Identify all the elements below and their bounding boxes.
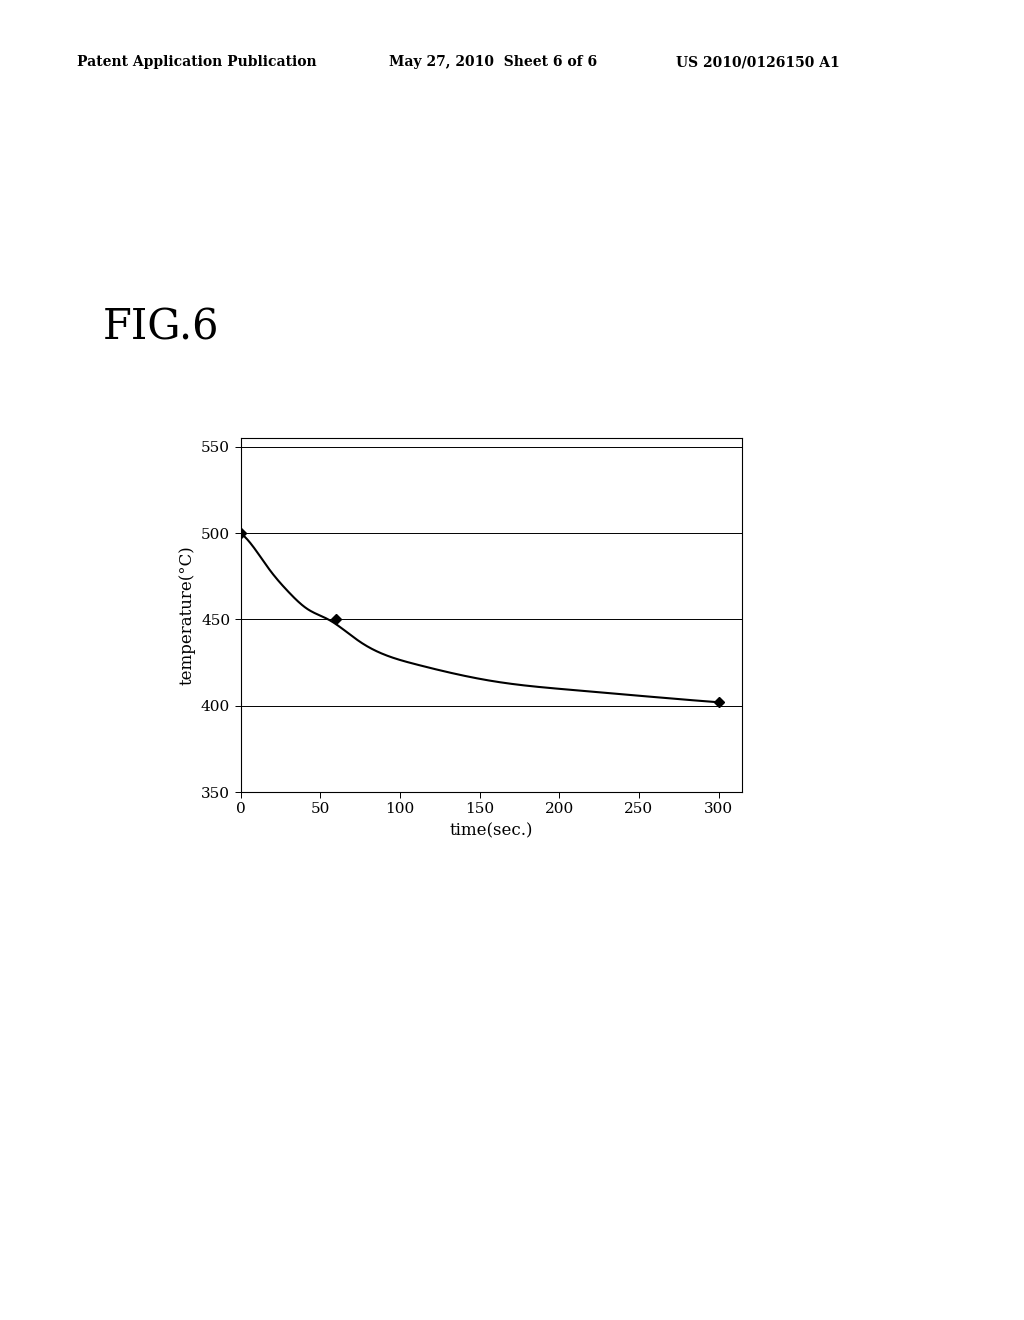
Text: US 2010/0126150 A1: US 2010/0126150 A1 (676, 55, 840, 70)
Y-axis label: temperature(°C): temperature(°C) (178, 545, 196, 685)
Text: Patent Application Publication: Patent Application Publication (77, 55, 316, 70)
Text: May 27, 2010  Sheet 6 of 6: May 27, 2010 Sheet 6 of 6 (389, 55, 597, 70)
Text: FIG.6: FIG.6 (102, 306, 219, 348)
X-axis label: time(sec.): time(sec.) (450, 822, 534, 840)
